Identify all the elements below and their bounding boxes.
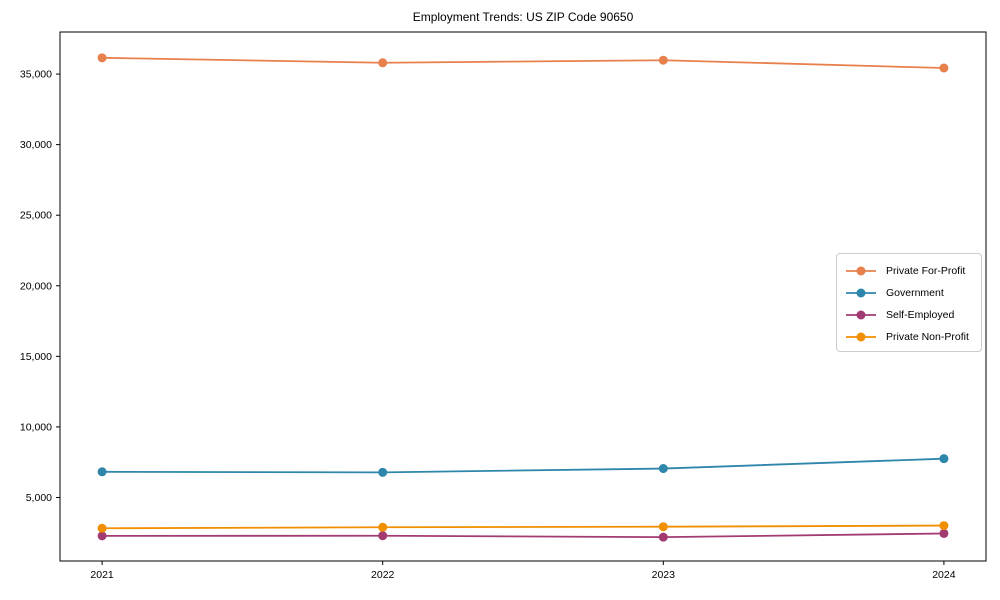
legend-label: Private Non-Profit — [886, 331, 969, 343]
x-tick-label: 2024 — [932, 569, 956, 581]
series-line — [102, 56, 944, 69]
legend-label: Private For-Profit — [886, 265, 966, 277]
x-tick-label: 2022 — [371, 569, 395, 581]
data-point-marker — [658, 55, 668, 65]
y-tick-label: 30,000 — [20, 139, 52, 151]
data-point-marker — [658, 464, 668, 474]
legend-item: Government — [845, 282, 981, 304]
legend-line-marker-icon — [846, 310, 876, 320]
data-point-marker — [658, 522, 668, 532]
y-tick-label: 25,000 — [20, 210, 52, 222]
data-point-marker — [97, 53, 107, 63]
legend-line-marker-icon — [846, 332, 876, 342]
x-tick-label: 2021 — [90, 569, 114, 581]
legend-line-marker-icon — [846, 288, 876, 298]
data-point-marker — [378, 467, 388, 477]
data-point-marker — [97, 467, 107, 477]
data-point-marker — [378, 531, 388, 541]
legend-item: Private Non-Profit — [845, 326, 981, 348]
y-tick-label: 10,000 — [20, 421, 52, 433]
data-point-marker — [97, 531, 107, 541]
series-line — [102, 457, 944, 474]
y-tick-label: 20,000 — [20, 280, 52, 292]
data-point-marker — [939, 528, 949, 538]
chart-title: Employment Trends: US ZIP Code 90650 — [412, 10, 634, 24]
legend-line-marker-icon — [846, 266, 876, 276]
data-point-marker — [378, 58, 388, 68]
data-point-marker — [378, 522, 388, 532]
y-tick-label: 5,000 — [26, 492, 52, 504]
data-point-marker — [658, 532, 668, 542]
data-point-marker — [939, 521, 949, 531]
legend-label: Government — [886, 287, 944, 299]
y-tick-label: 35,000 — [20, 69, 52, 81]
legend-item: Self-Employed — [845, 304, 981, 326]
data-point-marker — [939, 63, 949, 73]
plot-frame — [59, 31, 987, 562]
legend-item: Private For-Profit — [845, 260, 981, 282]
legend: Private For-Profit Government Self-Employe… — [836, 253, 982, 352]
y-tick-label: 15,000 — [20, 351, 52, 363]
data-point-marker — [97, 523, 107, 533]
series-line — [102, 524, 944, 530]
legend-label: Self-Employed — [886, 309, 955, 321]
series-line — [102, 532, 944, 539]
data-point-marker — [939, 454, 949, 464]
x-tick-label: 2023 — [652, 569, 676, 581]
